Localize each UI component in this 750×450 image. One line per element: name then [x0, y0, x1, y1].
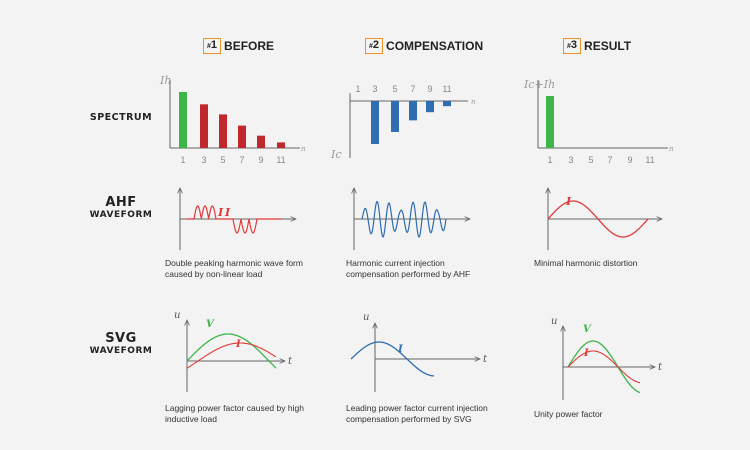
spectrum-comp-tick: 5: [392, 84, 397, 94]
svg-result-v-label: V: [583, 324, 592, 335]
caption-svg-before: Lagging power factor caused by high indu…: [165, 403, 304, 424]
svg-comp-u-label: u: [363, 312, 369, 323]
svg-comp-t-label: t: [483, 354, 488, 365]
spectrum-before-bar: [179, 92, 187, 148]
header-number-badge: #1: [203, 38, 222, 54]
row-label-ahf: AHF WAVEFORM: [88, 195, 154, 220]
spectrum-before-tick: 11: [276, 155, 285, 165]
spectrum-comp-tick: 9: [427, 84, 432, 94]
spectrum-comp-tick: 1: [355, 84, 360, 94]
spectrum-comp-tick: 7: [410, 84, 415, 94]
ahf-axes: [180, 188, 662, 250]
spectrum-before-n-label: n: [301, 145, 306, 153]
spectrum-result-tick: 5: [588, 155, 593, 165]
svg-comp-i-label: I: [397, 344, 403, 355]
svg-compensation-current-wave: [350, 341, 435, 377]
spectrum-comp-bar: [443, 101, 451, 107]
spectrum-before-bar: [238, 125, 246, 148]
svg-result-t-label: t: [658, 362, 663, 373]
spectrum-comp-bar: [426, 101, 434, 113]
caption-ahf-compensation: Harmonic current injection compensation …: [346, 258, 471, 279]
header-number-badge: #2: [365, 38, 384, 54]
svg-before-u-label: u: [174, 310, 180, 321]
svg-result-voltage-wave: [567, 340, 641, 394]
spectrum-result-tick: 1: [547, 155, 552, 165]
header-result: #3 RESULT: [563, 38, 631, 54]
spectrum-before-tick: 5: [220, 155, 225, 165]
caption-svg-result: Unity power factor: [534, 409, 603, 419]
ahf-result-i-label: I: [565, 195, 572, 208]
caption-ahf-result: Minimal harmonic distortion: [534, 258, 638, 268]
ahf-before-i-label: I: [217, 206, 224, 219]
row-label-text: SVG: [105, 331, 137, 346]
svg-result-i-label: I: [583, 348, 589, 359]
row-label-subtext: WAVEFORM: [89, 210, 153, 220]
spectrum-result-tick: 7: [607, 155, 612, 165]
caption-ahf-before: Double peaking harmonic wave form caused…: [165, 258, 303, 279]
spectrum-comp-bar: [391, 101, 399, 132]
spectrum-bars: [179, 92, 554, 148]
svg-before-t-label: t: [288, 356, 293, 367]
svg-before-v-label: V: [206, 319, 215, 330]
caption-svg-compensation: Leading power factor current injection c…: [346, 403, 488, 424]
header-number-badge: #3: [563, 38, 582, 54]
spectrum-before-tick: 3: [201, 155, 206, 165]
spectrum-result-tick: 3: [568, 155, 573, 165]
spectrum-before-tick: 9: [258, 155, 263, 165]
spectrum-before-bar: [257, 135, 265, 148]
ahf-result-current-wave: [547, 200, 649, 238]
spectrum-result-bar: [546, 96, 554, 148]
svg-axes: [187, 320, 655, 400]
header-label: BEFORE: [224, 39, 275, 53]
svg-before-current-wave: [186, 342, 277, 369]
spectrum-before-tick: 1: [180, 155, 185, 165]
header-before: #1 BEFORE: [203, 38, 274, 54]
spectrum-before-bar: [219, 114, 227, 148]
spectrum-comp-tick: 11: [442, 84, 451, 94]
header-compensation: #2 COMPENSATION: [365, 38, 483, 54]
spectrum-comp-bar: [371, 101, 379, 144]
spectrum-result-tick: 11: [645, 155, 654, 165]
spectrum-before-bar: [277, 142, 285, 148]
spectrum-comp-n-label: n: [471, 98, 476, 106]
spectrum-before-tick: 7: [239, 155, 244, 165]
spectrum-comp-tick: 3: [372, 84, 377, 94]
ahf-before-i-label: I: [224, 206, 231, 219]
row-label-svg: SVG WAVEFORM: [88, 331, 154, 356]
spectrum-result-tick: 9: [627, 155, 632, 165]
spectrum-before-ylabel: Ih: [159, 74, 171, 87]
row-label-text: AHF: [105, 195, 137, 210]
ahf-compensation-current-wave: [361, 200, 447, 238]
row-label-spectrum: SPECTRUM: [88, 112, 154, 123]
svg-result-current-wave: [567, 350, 641, 384]
ahf-before-current-wave: [186, 205, 282, 234]
spectrum-comp-ylabel: Ic: [330, 148, 342, 161]
spectrum-comp-bar: [409, 101, 417, 121]
spectrum-labels: 1 3 5 7 9 11 Ih n 1 3 5 7 9 11 Ic n 1 3 5 7 9 11 Ic+Ih n: [159, 74, 674, 165]
row-label-text: SPECTRUM: [89, 112, 153, 123]
header-label: COMPENSATION: [386, 39, 484, 53]
spectrum-result-n-label: n: [669, 145, 674, 153]
spectrum-result-ylabel: Ic+Ih: [523, 78, 555, 91]
svg-before-i-label: I: [235, 339, 241, 350]
spectrum-before-bar: [200, 104, 208, 148]
svg-before-voltage-wave: [186, 333, 277, 369]
header-label: RESULT: [584, 39, 632, 53]
svg-result-u-label: u: [551, 316, 557, 327]
row-label-subtext: WAVEFORM: [89, 346, 153, 356]
